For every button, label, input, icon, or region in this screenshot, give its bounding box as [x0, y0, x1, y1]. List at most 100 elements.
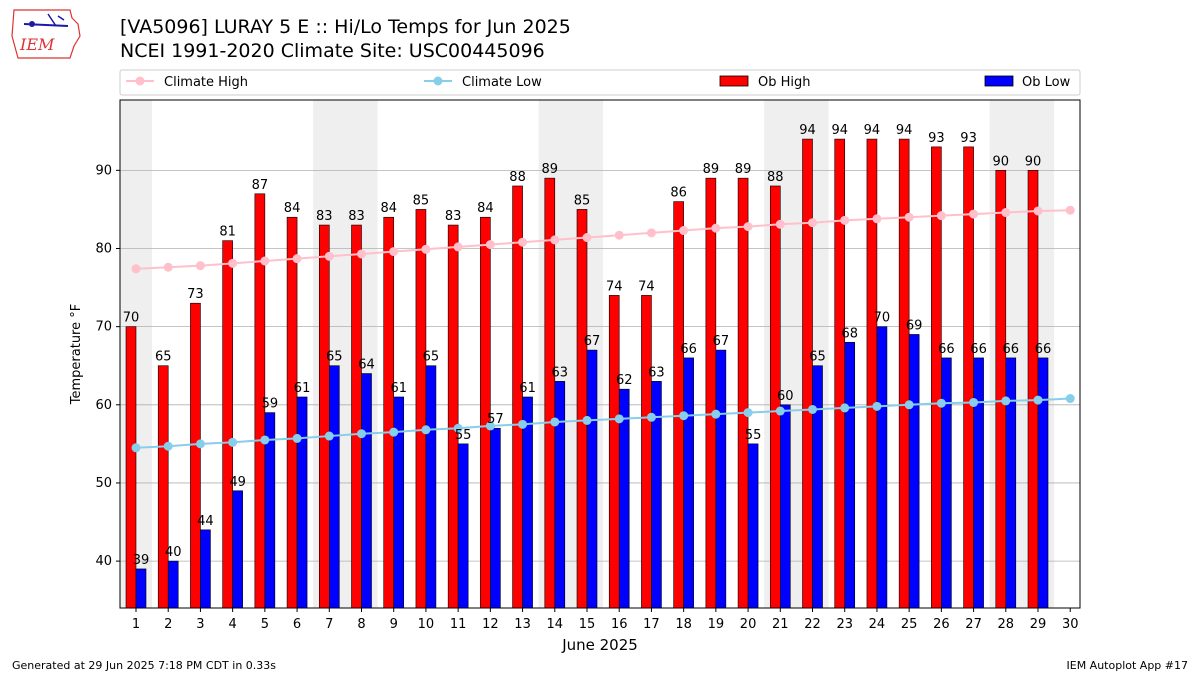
x-tick-label-29: 29 — [1030, 617, 1047, 632]
climate-low-point-day-12 — [485, 421, 495, 431]
climate-high-point-day-9 — [389, 247, 399, 257]
ob-low-value-label-day-23: 68 — [841, 326, 858, 341]
ob-low-bar-day-24 — [876, 326, 888, 609]
legend-item-climate-low: Climate Low — [424, 75, 542, 90]
x-tick-label-6: 6 — [293, 617, 301, 632]
ob-low-value-label-day-20: 55 — [745, 428, 762, 443]
legend-label-climate-low: Climate Low — [462, 75, 542, 90]
ob-low-value-label-day-14: 63 — [552, 365, 569, 380]
ob-high-value-label-day-5: 87 — [252, 178, 269, 193]
climate-low-point-day-15 — [582, 415, 592, 425]
ob-low-bar-day-4 — [232, 490, 243, 609]
climate-high-point-day-25 — [904, 212, 914, 222]
x-tick-label-8: 8 — [357, 617, 365, 632]
climate-high-point-day-19 — [711, 223, 721, 233]
climate-low-point-day-19 — [711, 409, 721, 419]
ob-high-bar-day-19 — [705, 177, 717, 609]
ob-low-bar-day-23 — [844, 341, 856, 609]
x-tick-label-9: 9 — [390, 617, 398, 632]
climate-high-point-day-22 — [808, 218, 818, 228]
ob-low-value-label-day-27: 66 — [970, 342, 987, 357]
ob-high-value-label-day-6: 84 — [284, 201, 301, 216]
ob-low-bar-day-27 — [973, 357, 984, 609]
legend-label-ob-high: Ob High — [758, 75, 811, 90]
ob-low-bar-day-13 — [522, 396, 533, 609]
climate-lines — [131, 205, 1075, 453]
climate-high-point-day-8 — [357, 249, 367, 259]
climate-low-point-day-5 — [260, 435, 270, 445]
x-tick-label-26: 26 — [933, 617, 950, 632]
climate-high-point-day-3 — [195, 261, 205, 271]
ob-high-value-label-day-2: 65 — [155, 350, 172, 365]
x-tick-label-27: 27 — [965, 617, 982, 632]
ob-high-bar-day-9 — [383, 216, 395, 609]
climate-high-point-day-20 — [743, 222, 753, 232]
ob-high-value-label-day-29: 90 — [1025, 154, 1042, 169]
climate-high-point-day-28 — [1001, 208, 1011, 218]
x-tick-label-25: 25 — [901, 617, 918, 632]
ob-low-bar-day-3 — [200, 529, 211, 609]
ob-high-value-label-day-24: 94 — [864, 123, 881, 138]
climate-low-point-day-6 — [292, 433, 302, 443]
generated-timestamp: Generated at 29 Jun 2025 7:18 PM CDT in … — [12, 659, 277, 672]
bar-value-labels: 70 65 73 81 87 84 83 83 84 85 83 84 88 89 85 74 74 86 89 89… — [123, 123, 1052, 568]
ob-low-bar-day-25 — [908, 334, 920, 609]
climate-low-point-day-25 — [904, 400, 914, 410]
chart-subtitle: NCEI 1991-2020 Climate Site: USC00445096 — [120, 40, 545, 62]
y-tick-label-50: 50 — [95, 476, 112, 491]
ob-low-bar-day-21 — [779, 404, 791, 609]
ob-high-value-label-day-20: 89 — [735, 162, 752, 177]
ob-high-bar-day-28 — [995, 170, 1007, 609]
ob-high-value-label-day-21: 88 — [767, 170, 784, 185]
legend: Climate High Climate Low Ob High Ob Low — [119, 69, 1081, 96]
ob-low-bar-day-2 — [167, 560, 179, 609]
ob-high-value-label-day-19: 89 — [703, 162, 720, 177]
climate-high-point-day-13 — [518, 237, 528, 247]
climate-high-point-day-26 — [936, 211, 946, 221]
ob-low-value-label-day-5: 59 — [262, 397, 279, 412]
plot-area-frame — [119, 99, 1081, 609]
climate-high-point-day-27 — [969, 209, 979, 219]
ob-low-value-label-day-19: 67 — [713, 334, 730, 349]
climate-low-point-day-8 — [357, 429, 367, 439]
ob-low-value-label-day-4: 49 — [229, 475, 246, 490]
ob-high-bar-day-3 — [190, 302, 201, 609]
ob-low-bar-day-29 — [1037, 357, 1049, 609]
ob-low-value-label-day-2: 40 — [165, 545, 182, 560]
x-tick-label-30: 30 — [1062, 617, 1079, 632]
legend-swatch-ob-high — [719, 75, 749, 87]
logo-text: IEM — [19, 35, 55, 54]
climate-high-point-day-7 — [324, 251, 334, 261]
x-tick-label-13: 13 — [514, 617, 531, 632]
x-tick-label-17: 17 — [643, 617, 660, 632]
climate-low-point-day-18 — [679, 411, 689, 421]
ob-high-value-label-day-25: 94 — [896, 123, 913, 138]
ob-high-bar-day-29 — [1027, 170, 1039, 609]
ob-low-bar-day-14 — [554, 381, 566, 609]
ob-high-value-label-day-9: 84 — [380, 201, 397, 216]
x-tick-label-2: 2 — [164, 617, 172, 632]
ob-low-bar-day-19 — [715, 349, 727, 609]
climate-low-point-day-4 — [228, 437, 238, 447]
ob-high-value-label-day-18: 86 — [670, 186, 687, 201]
ob-high-bar-day-6 — [286, 216, 298, 609]
climate-low-point-day-17 — [646, 412, 656, 422]
climate-high-point-day-17 — [646, 228, 656, 238]
ob-high-value-label-day-28: 90 — [993, 154, 1010, 169]
x-tick-label-23: 23 — [836, 617, 853, 632]
ob-high-value-label-day-13: 88 — [509, 170, 526, 185]
climate-high-point-day-10 — [421, 244, 431, 254]
ob-high-value-label-day-8: 83 — [348, 209, 365, 224]
ob-low-value-label-day-22: 65 — [809, 350, 826, 365]
ob-low-value-label-day-17: 63 — [648, 365, 665, 380]
climate-low-point-day-22 — [808, 404, 818, 414]
legend-item-ob-high: Ob High — [719, 75, 811, 90]
ob-low-value-label-day-26: 66 — [938, 342, 955, 357]
ob-high-bar-day-4 — [222, 240, 233, 609]
ob-high-value-label-day-26: 93 — [928, 131, 945, 146]
legend-marker-climate-low — [433, 76, 443, 86]
y-tick-label-90: 90 — [95, 163, 112, 178]
ob-low-value-label-day-24: 70 — [874, 311, 891, 326]
ob-high-bar-day-13 — [512, 185, 523, 609]
